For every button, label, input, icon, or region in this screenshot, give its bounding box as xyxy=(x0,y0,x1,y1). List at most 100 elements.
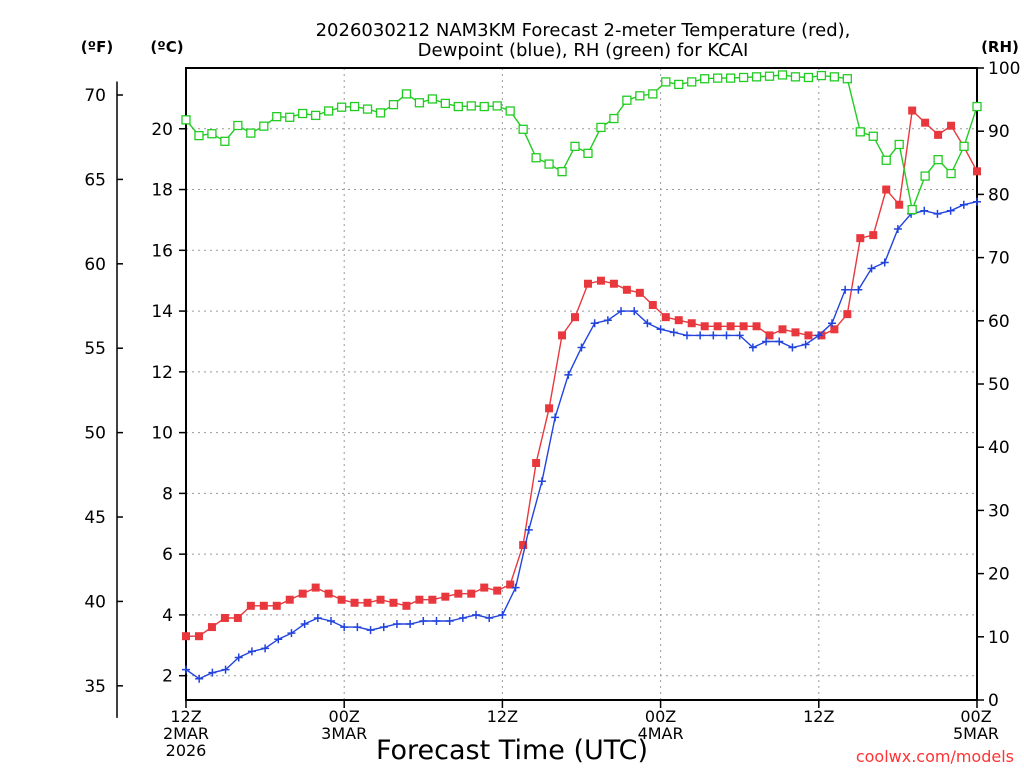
temperature-point xyxy=(882,185,891,194)
temperature-point xyxy=(233,613,242,622)
rh-unit-label: (RH) xyxy=(981,38,1019,56)
rh-tick-label: 100 xyxy=(988,59,1020,79)
temperature-point xyxy=(700,322,709,331)
temperature-point xyxy=(921,118,930,127)
rh-point xyxy=(803,72,814,83)
rh-point xyxy=(842,74,852,84)
grid-lines xyxy=(186,68,977,700)
rh-point xyxy=(349,101,360,112)
celsius-tick-label: 14 xyxy=(151,302,173,322)
dewpoint-point xyxy=(682,331,691,340)
rh-point xyxy=(492,101,502,111)
rh-point xyxy=(220,136,230,146)
dewpoint-point xyxy=(643,319,652,328)
series-line-dewpoint xyxy=(185,201,978,680)
x-tick-label: 5MAR xyxy=(953,724,999,743)
temperature-point xyxy=(272,601,281,610)
dewpoint-point xyxy=(590,319,599,328)
temperature-point xyxy=(804,331,813,340)
rh-point xyxy=(479,101,489,112)
temperature-point xyxy=(376,595,385,604)
dewpoint-point xyxy=(814,331,823,340)
temperature-point xyxy=(558,331,567,340)
rh-point xyxy=(855,127,865,137)
rh-point xyxy=(920,171,930,181)
rh-point xyxy=(881,155,891,165)
dewpoint-point xyxy=(854,285,863,294)
temperature-point xyxy=(908,106,917,115)
rh-point xyxy=(440,98,450,109)
x-tick-label: 12Z xyxy=(487,707,518,726)
temperature-point xyxy=(467,589,476,598)
dewpoint-point xyxy=(419,617,428,625)
rh-point xyxy=(972,101,982,112)
dewpoint-point xyxy=(722,331,731,340)
rh-point xyxy=(868,131,878,141)
x-tick-label: 2MAR xyxy=(163,724,209,743)
temperature-point xyxy=(687,319,696,328)
fahrenheit-tick-label: 70 xyxy=(84,86,106,106)
temperature-point xyxy=(194,632,203,641)
rh-tick-label: 60 xyxy=(988,312,1010,332)
temperature-point xyxy=(765,331,774,340)
dewpoint-point xyxy=(564,370,573,379)
rh-point xyxy=(725,73,736,83)
temperature-point xyxy=(454,589,463,598)
dewpoint-point xyxy=(458,613,467,622)
rh-point xyxy=(557,166,567,177)
temperature-point xyxy=(298,589,307,598)
dewpoint-point xyxy=(340,623,349,632)
celsius-tick-label: 4 xyxy=(162,606,173,626)
x-tick-label: 2026 xyxy=(166,741,207,760)
dewpoint-point xyxy=(630,307,639,316)
data-series xyxy=(181,70,982,683)
dewpoint-point xyxy=(498,610,507,619)
rh-point xyxy=(414,98,425,108)
dewpoint-point xyxy=(485,613,494,622)
celsius-tick-label: 12 xyxy=(151,363,173,383)
rh-tick-label: 30 xyxy=(988,501,1010,521)
dewpoint-point xyxy=(748,343,757,352)
rh-tick-label: 80 xyxy=(988,185,1010,205)
dewpoint-point xyxy=(327,617,336,625)
x-tick-label: 00Z xyxy=(960,707,991,726)
rh-point xyxy=(777,70,788,80)
dewpoint-point xyxy=(735,331,744,340)
temperature-point xyxy=(713,322,722,331)
rh-point xyxy=(790,72,801,82)
temperature-point xyxy=(583,279,592,288)
series-rh xyxy=(181,70,982,215)
fahrenheit-tick-label: 55 xyxy=(84,339,106,359)
dewpoint-point xyxy=(577,343,586,352)
rh-point xyxy=(674,79,684,90)
rh-point xyxy=(233,120,243,131)
dewpoint-point xyxy=(827,319,836,328)
temperature-point xyxy=(441,592,450,601)
temperature-point xyxy=(519,541,528,550)
temperature-point xyxy=(285,595,294,604)
dewpoint-point xyxy=(379,623,388,632)
rh-point xyxy=(544,159,554,169)
dewpoint-point xyxy=(234,653,243,662)
dewpoint-point xyxy=(603,316,612,325)
temperature-point xyxy=(778,325,787,334)
series-temperature xyxy=(182,106,981,641)
temperature-point xyxy=(402,601,411,610)
dewpoint-point xyxy=(195,674,204,683)
temperature-point xyxy=(609,279,618,288)
axes: 2 4 6 8 10 12 14 16 18 20 35 40 45 50 55 60 65 70 0 10 20 30 4… xyxy=(84,59,1020,718)
watermark: coolwx.com/models xyxy=(856,747,1014,766)
temperature-point xyxy=(389,598,398,607)
dewpoint-point xyxy=(208,668,217,677)
x-tick-label: 00Z xyxy=(329,707,360,726)
temperature-point xyxy=(648,301,657,309)
rh-point xyxy=(933,154,943,165)
series-dewpoint xyxy=(182,197,981,683)
celsius-tick-label: 16 xyxy=(151,241,173,261)
fahrenheit-unit-label: (ºF) xyxy=(81,38,113,56)
rh-point xyxy=(648,89,658,99)
celsius-tick-label: 8 xyxy=(162,484,173,504)
temperature-point xyxy=(493,586,502,595)
rh-point xyxy=(959,141,969,152)
